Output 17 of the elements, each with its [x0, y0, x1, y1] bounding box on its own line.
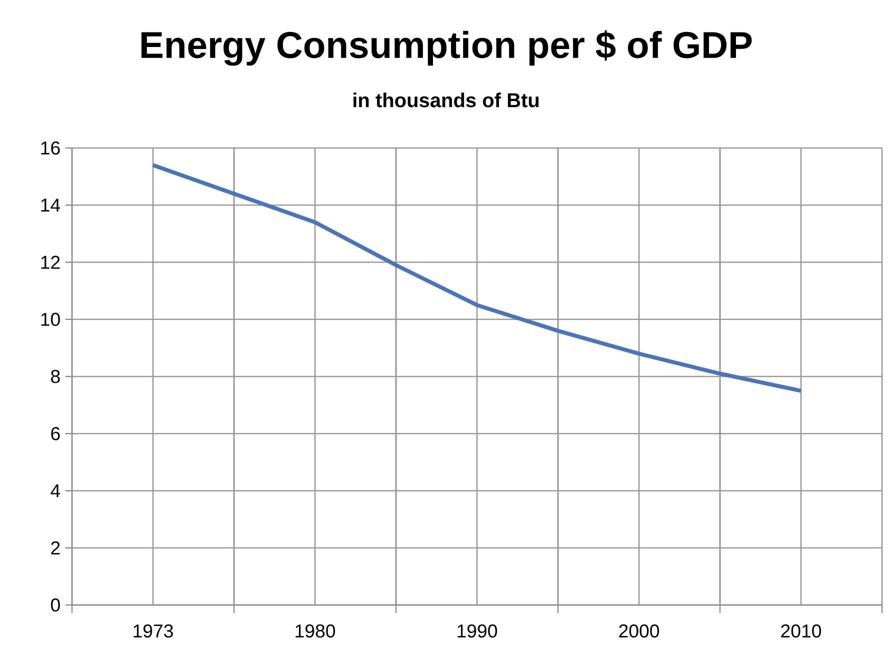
y-tick-label: 0 [50, 598, 60, 612]
x-tick-label: 1980 [296, 624, 336, 638]
x-tick-label: 1990 [458, 624, 498, 638]
y-tick-label: 6 [51, 427, 60, 440]
y-tick-label: 14 [41, 198, 60, 212]
chart-title: Energy Consumption per $ of GDP [142, 30, 752, 66]
x-tick-label: 1973 [134, 624, 173, 638]
x-tick-label: 2010 [781, 624, 822, 638]
line-series [151, 163, 804, 393]
y-tick-label: 16 [41, 141, 60, 155]
y-tick-label: 10 [41, 312, 60, 326]
chart-subtitle: in thousands of Btu [354, 92, 539, 108]
y-tick-label: 4 [50, 484, 60, 498]
y-tick-label: 2 [51, 541, 60, 554]
y-tick-label: 12 [41, 256, 60, 269]
y-tick-label: 8 [51, 370, 60, 384]
x-tick-label: 2000 [619, 624, 660, 638]
